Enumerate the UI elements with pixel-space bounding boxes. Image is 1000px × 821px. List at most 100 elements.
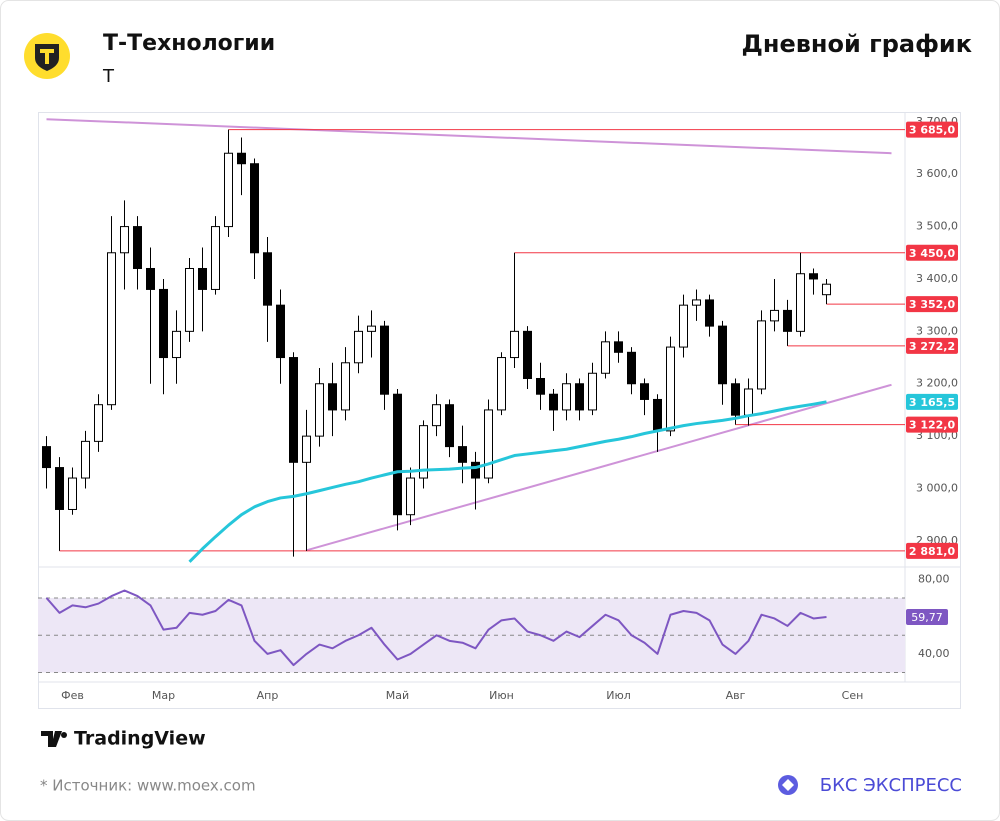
candle-body [68, 477, 77, 510]
candle-body [510, 330, 519, 359]
ticker: Т [102, 66, 115, 87]
candle-body [211, 226, 220, 290]
moving-average [188, 400, 827, 563]
candle-body [445, 404, 454, 448]
candle-body [276, 304, 285, 359]
candle-body [42, 446, 51, 469]
candle-body [523, 330, 532, 380]
candle-body [185, 267, 194, 332]
source: * Источник: www.moex.com [40, 777, 256, 795]
candle-body [497, 357, 506, 411]
chart-frame [38, 112, 961, 709]
candle-body [653, 398, 662, 432]
candle-body [81, 440, 90, 479]
x-tick-label: Июн [489, 689, 514, 702]
candle-body [562, 383, 571, 411]
title: Т-Технологии [103, 31, 275, 56]
candle-body [471, 461, 480, 479]
candle-body [315, 383, 324, 437]
candle-body [679, 304, 688, 348]
level-label: 3 122,0 [909, 419, 956, 432]
candle-body [133, 226, 142, 269]
candle-body [263, 252, 272, 306]
candle-body [341, 362, 350, 411]
level-label: 3 685,0 [909, 124, 956, 137]
candle-body [250, 163, 259, 254]
level-badge [906, 416, 958, 433]
annotations: 2 900,03 000,03 100,03 200,03 300,03 400… [61, 115, 958, 702]
level-label: 3 272,2 [909, 340, 955, 353]
level-label: 2 881,0 [909, 545, 956, 558]
y-tick-label: 3 500,0 [916, 220, 958, 233]
candle-body [55, 467, 64, 510]
bks-logo-mark [782, 779, 794, 791]
candle-body [406, 477, 415, 516]
tv-brand: TradingView [74, 728, 206, 750]
candle-body [224, 152, 233, 228]
candle-body [588, 372, 597, 411]
candle-body [627, 351, 636, 385]
candle-body [601, 341, 610, 374]
candle-body [718, 325, 727, 385]
rsi-tick-label: 40,00 [918, 647, 950, 660]
candle-body [666, 346, 675, 432]
x-tick-label: Авг [726, 689, 746, 702]
candle-body [484, 409, 493, 479]
x-tick-label: Май [386, 689, 409, 702]
rsi-pane [38, 589, 905, 674]
candle-body [419, 425, 428, 479]
rsi-tick-label: 80,00 [918, 572, 950, 585]
logo-glyph [40, 49, 54, 64]
level-badge [906, 337, 958, 354]
y-tick-label: 3 200,0 [916, 377, 958, 390]
candle-body [705, 299, 714, 327]
candle-body [796, 273, 805, 332]
level-badge [906, 244, 958, 261]
level-label: 3 165,5 [909, 396, 955, 409]
candle-body [458, 446, 467, 463]
candle-body [640, 383, 649, 400]
y-tick-label: 3 300,0 [916, 324, 958, 337]
tv-logo-dot [61, 732, 67, 738]
candle-body [94, 404, 103, 442]
candle-body [731, 383, 740, 416]
level-label: 3 450,0 [909, 247, 956, 260]
candle-body [328, 383, 337, 411]
y-tick-label: 3 000,0 [916, 482, 958, 495]
x-tick-label: Мар [152, 689, 175, 702]
candle-body [575, 383, 584, 411]
candle-body [289, 357, 298, 463]
candle-body [159, 288, 168, 359]
publisher: БКС ЭКСПРЕСС [820, 775, 962, 796]
level-badge [906, 393, 958, 410]
candle-body [614, 341, 623, 353]
candle-body [198, 267, 207, 290]
chart-kind: Дневной график [742, 30, 973, 58]
level-label: 3 352,0 [909, 298, 956, 311]
x-tick-label: Сен [842, 689, 864, 702]
candle-body [120, 226, 129, 254]
candle-body [692, 299, 701, 306]
candle-body [549, 393, 558, 411]
trendline [46, 118, 892, 155]
candle-body [770, 309, 779, 322]
candle-body [107, 252, 116, 406]
candle-body [172, 330, 181, 359]
candle-body [809, 273, 818, 280]
rsi-line [45, 589, 827, 667]
rsi-badge [906, 609, 948, 626]
candle-body [146, 267, 155, 290]
candle-body [757, 320, 766, 390]
level-badge [906, 121, 958, 138]
candle-body [354, 330, 363, 364]
candle-body [536, 378, 545, 395]
candle-body [237, 152, 246, 165]
y-tick-label: 3 400,0 [916, 272, 958, 285]
candle-body [822, 283, 831, 296]
trendline [306, 383, 892, 552]
candle-body [783, 309, 792, 332]
rsi-last-label: 59,77 [911, 611, 943, 624]
level-badge [906, 296, 958, 313]
candle-body [393, 393, 402, 516]
